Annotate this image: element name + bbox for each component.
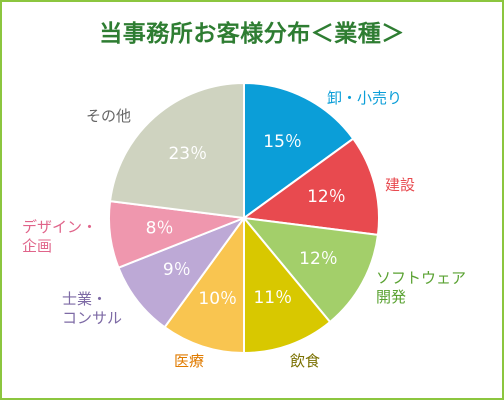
pie-slice-other (108, 81, 245, 220)
pie-slice-medical (163, 214, 245, 355)
data-label-software: 12％ (299, 249, 338, 269)
category-label-design: デザイン・ 企画 (22, 218, 98, 255)
data-label-other: 23％ (168, 144, 207, 164)
data-label-construction: 12％ (307, 187, 346, 207)
data-label-consulting: 9％ (163, 260, 191, 280)
data-label-design: 8％ (146, 219, 174, 239)
pie-slice-food (243, 215, 332, 355)
chart-title: 当事務所お客様分布＜業種＞ (99, 21, 405, 47)
category-label-other: その他 (86, 107, 132, 125)
category-label-software: ソフトウェア 開発 (376, 269, 467, 306)
category-label-food: 飲食 (290, 352, 321, 370)
data-label-food: 11％ (253, 288, 292, 308)
data-label-medical: 10％ (198, 289, 237, 309)
pie-slice-software (241, 216, 380, 324)
pie-slice-retail (243, 81, 355, 220)
pie-slice-construction (241, 137, 380, 237)
category-label-retail: 卸・小売り (327, 89, 403, 107)
data-label-retail: 15％ (263, 132, 302, 152)
category-label-medical: 医療 (174, 352, 205, 370)
category-label-consulting: 士業・ コンサル (62, 290, 123, 327)
category-label-construction: 建設 (385, 176, 416, 194)
